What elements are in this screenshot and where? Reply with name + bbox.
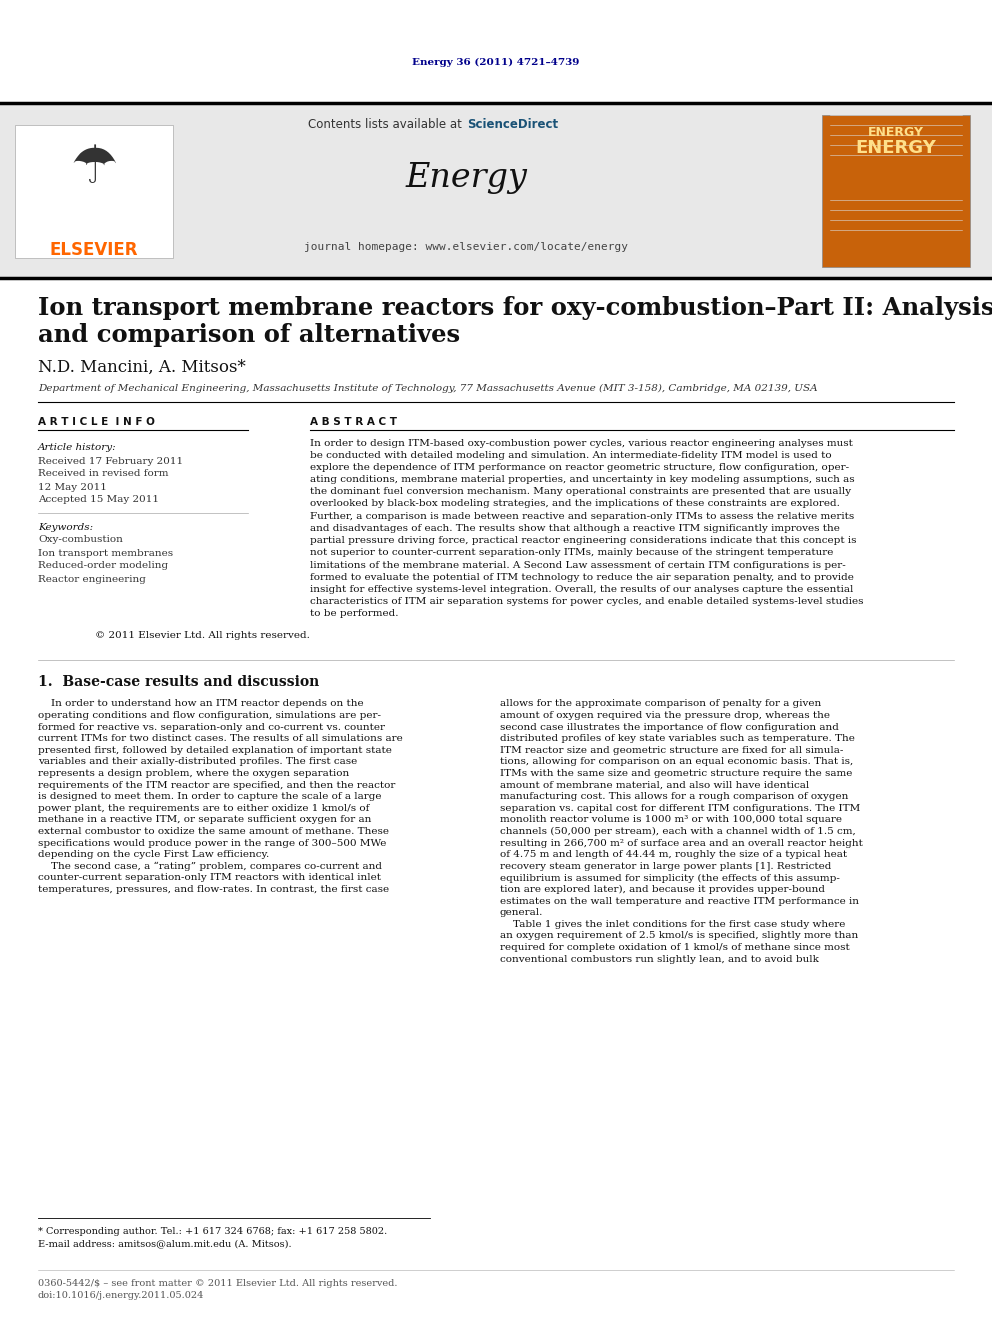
Text: Contents lists available at: Contents lists available at (309, 118, 466, 131)
Text: methane in a reactive ITM, or separate sufficient oxygen for an: methane in a reactive ITM, or separate s… (38, 815, 371, 824)
Text: limitations of the membrane material. A Second Law assessment of certain ITM con: limitations of the membrane material. A … (310, 561, 846, 569)
Text: A R T I C L E  I N F O: A R T I C L E I N F O (38, 417, 155, 427)
Text: external combustor to oxidize the same amount of methane. These: external combustor to oxidize the same a… (38, 827, 389, 836)
Text: E-mail address: amitsos@alum.mit.edu (A. Mitsos).: E-mail address: amitsos@alum.mit.edu (A.… (38, 1240, 292, 1249)
Text: conventional combustors run slightly lean, and to avoid bulk: conventional combustors run slightly lea… (500, 955, 818, 963)
Text: Department of Mechanical Engineering, Massachusetts Institute of Technology, 77 : Department of Mechanical Engineering, Ma… (38, 384, 817, 393)
Text: and comparison of alternatives: and comparison of alternatives (38, 323, 460, 347)
Text: the dominant fuel conversion mechanism. Many operational constraints are present: the dominant fuel conversion mechanism. … (310, 487, 851, 496)
Text: Energy 36 (2011) 4721–4739: Energy 36 (2011) 4721–4739 (413, 57, 579, 66)
Text: A B S T R A C T: A B S T R A C T (310, 417, 397, 427)
Bar (0, 103, 992, 278)
Text: ENERGY: ENERGY (868, 127, 924, 139)
Text: an oxygen requirement of 2.5 kmol/s is specified, slightly more than: an oxygen requirement of 2.5 kmol/s is s… (500, 931, 858, 941)
Text: amount of oxygen required via the pressure drop, whereas the: amount of oxygen required via the pressu… (500, 710, 830, 720)
Bar (822, 115, 970, 267)
Text: overlooked by black-box modeling strategies, and the implications of these const: overlooked by black-box modeling strateg… (310, 500, 840, 508)
Text: 12 May 2011: 12 May 2011 (38, 483, 107, 492)
Text: formed to evaluate the potential of ITM technology to reduce the air separation : formed to evaluate the potential of ITM … (310, 573, 854, 582)
Text: ELSEVIER: ELSEVIER (50, 241, 138, 259)
Text: Accepted 15 May 2011: Accepted 15 May 2011 (38, 496, 159, 504)
Text: formed for reactive vs. separation-only and co-current vs. counter: formed for reactive vs. separation-only … (38, 722, 385, 732)
Text: estimates on the wall temperature and reactive ITM performance in: estimates on the wall temperature and re… (500, 897, 859, 906)
Text: general.: general. (500, 909, 544, 917)
Text: Further, a comparison is made between reactive and separation-only ITMs to asses: Further, a comparison is made between re… (310, 512, 854, 521)
Text: equilibrium is assumed for simplicity (the effects of this assump-: equilibrium is assumed for simplicity (t… (500, 873, 840, 882)
Text: distributed profiles of key state variables such as temperature. The: distributed profiles of key state variab… (500, 734, 855, 744)
Text: Oxy-combustion: Oxy-combustion (38, 536, 123, 545)
Text: to be performed.: to be performed. (310, 610, 399, 618)
Text: amount of membrane material, and also will have identical: amount of membrane material, and also wi… (500, 781, 809, 790)
Text: Received in revised form: Received in revised form (38, 470, 169, 479)
Text: allows for the approximate comparison of penalty for a given: allows for the approximate comparison of… (500, 700, 821, 709)
Text: recovery steam generator in large power plants [1]. Restricted: recovery steam generator in large power … (500, 861, 831, 871)
Text: tions, allowing for comparison on an equal economic basis. That is,: tions, allowing for comparison on an equ… (500, 758, 853, 766)
Text: specifications would produce power in the range of 300–500 MWe: specifications would produce power in th… (38, 839, 386, 848)
Text: N.D. Mancini, A. Mitsos*: N.D. Mancini, A. Mitsos* (38, 359, 246, 376)
Bar (15, 124, 173, 258)
Text: resulting in 266,700 m² of surface area and an overall reactor height: resulting in 266,700 m² of surface area … (500, 839, 863, 848)
Text: presented first, followed by detailed explanation of important state: presented first, followed by detailed ex… (38, 746, 392, 755)
Text: In order to design ITM-based oxy-combustion power cycles, various reactor engine: In order to design ITM-based oxy-combust… (310, 438, 853, 447)
Text: power plant, the requirements are to either oxidize 1 kmol/s of: power plant, the requirements are to eit… (38, 804, 369, 812)
Text: channels (50,000 per stream), each with a channel width of 1.5 cm,: channels (50,000 per stream), each with … (500, 827, 856, 836)
Text: ITMs with the same size and geometric structure require the same: ITMs with the same size and geometric st… (500, 769, 852, 778)
Text: counter-current separation-only ITM reactors with identical inlet: counter-current separation-only ITM reac… (38, 873, 381, 882)
Text: Table 1 gives the inlet conditions for the first case study where: Table 1 gives the inlet conditions for t… (500, 919, 845, 929)
Text: is designed to meet them. In order to capture the scale of a large: is designed to meet them. In order to ca… (38, 792, 382, 802)
Text: insight for effective systems-level integration. Overall, the results of our ana: insight for effective systems-level inte… (310, 585, 853, 594)
Text: current ITMs for two distinct cases. The results of all simulations are: current ITMs for two distinct cases. The… (38, 734, 403, 744)
Text: depending on the cycle First Law efficiency.: depending on the cycle First Law efficie… (38, 851, 269, 860)
Text: Ion transport membranes: Ion transport membranes (38, 549, 174, 557)
Text: and disadvantages of each. The results show that although a reactive ITM signifi: and disadvantages of each. The results s… (310, 524, 840, 533)
Text: ENERGY: ENERGY (855, 139, 936, 157)
Text: Ion transport membrane reactors for oxy-combustion–Part II: Analysis: Ion transport membrane reactors for oxy-… (38, 296, 992, 320)
Text: © 2011 Elsevier Ltd. All rights reserved.: © 2011 Elsevier Ltd. All rights reserved… (95, 631, 310, 640)
Text: operating conditions and flow configuration, simulations are per-: operating conditions and flow configurat… (38, 710, 381, 720)
Text: 0360-5442/$ – see front matter © 2011 Elsevier Ltd. All rights reserved.: 0360-5442/$ – see front matter © 2011 El… (38, 1278, 398, 1287)
Text: represents a design problem, where the oxygen separation: represents a design problem, where the o… (38, 769, 349, 778)
Text: In order to understand how an ITM reactor depends on the: In order to understand how an ITM reacto… (38, 700, 364, 709)
Text: Article history:: Article history: (38, 443, 117, 452)
Text: separation vs. capital cost for different ITM configurations. The ITM: separation vs. capital cost for differen… (500, 804, 860, 812)
Text: tion are explored later), and because it provides upper-bound: tion are explored later), and because it… (500, 885, 825, 894)
Text: of 4.75 m and length of 44.44 m, roughly the size of a typical heat: of 4.75 m and length of 44.44 m, roughly… (500, 851, 847, 860)
Text: monolith reactor volume is 1000 m³ or with 100,000 total square: monolith reactor volume is 1000 m³ or wi… (500, 815, 842, 824)
Text: doi:10.1016/j.energy.2011.05.024: doi:10.1016/j.energy.2011.05.024 (38, 1291, 204, 1301)
Text: 1.  Base-case results and discussion: 1. Base-case results and discussion (38, 675, 319, 689)
Text: second case illustrates the importance of flow configuration and: second case illustrates the importance o… (500, 722, 839, 732)
Text: journal homepage: www.elsevier.com/locate/energy: journal homepage: www.elsevier.com/locat… (304, 242, 628, 251)
Text: required for complete oxidation of 1 kmol/s of methane since most: required for complete oxidation of 1 kmo… (500, 943, 850, 953)
Text: not superior to counter-current separation-only ITMs, mainly because of the stri: not superior to counter-current separati… (310, 548, 833, 557)
Text: partial pressure driving force, practical reactor engineering considerations ind: partial pressure driving force, practica… (310, 536, 856, 545)
Text: ☂: ☂ (70, 142, 118, 194)
Text: requirements of the ITM reactor are specified, and then the reactor: requirements of the ITM reactor are spec… (38, 781, 396, 790)
Text: explore the dependence of ITM performance on reactor geometric structure, flow c: explore the dependence of ITM performanc… (310, 463, 849, 472)
Text: ITM reactor size and geometric structure are fixed for all simula-: ITM reactor size and geometric structure… (500, 746, 843, 755)
Text: ating conditions, membrane material properties, and uncertainty in key modeling : ating conditions, membrane material prop… (310, 475, 855, 484)
Text: be conducted with detailed modeling and simulation. An intermediate-fidelity ITM: be conducted with detailed modeling and … (310, 451, 831, 459)
Text: ScienceDirect: ScienceDirect (467, 118, 558, 131)
Text: Received 17 February 2011: Received 17 February 2011 (38, 456, 184, 466)
Text: variables and their axially-distributed profiles. The first case: variables and their axially-distributed … (38, 758, 357, 766)
Text: Reactor engineering: Reactor engineering (38, 574, 146, 583)
Text: * Corresponding author. Tel.: +1 617 324 6768; fax: +1 617 258 5802.: * Corresponding author. Tel.: +1 617 324… (38, 1226, 387, 1236)
Text: Keywords:: Keywords: (38, 523, 93, 532)
Text: The second case, a “rating” problem, compares co-current and: The second case, a “rating” problem, com… (38, 861, 382, 871)
Text: Reduced-order modeling: Reduced-order modeling (38, 561, 168, 570)
Text: Energy: Energy (405, 161, 527, 194)
Text: characteristics of ITM air separation systems for power cycles, and enable detai: characteristics of ITM air separation sy… (310, 597, 863, 606)
Text: manufacturing cost. This allows for a rough comparison of oxygen: manufacturing cost. This allows for a ro… (500, 792, 848, 802)
Text: temperatures, pressures, and flow-rates. In contrast, the first case: temperatures, pressures, and flow-rates.… (38, 885, 389, 894)
